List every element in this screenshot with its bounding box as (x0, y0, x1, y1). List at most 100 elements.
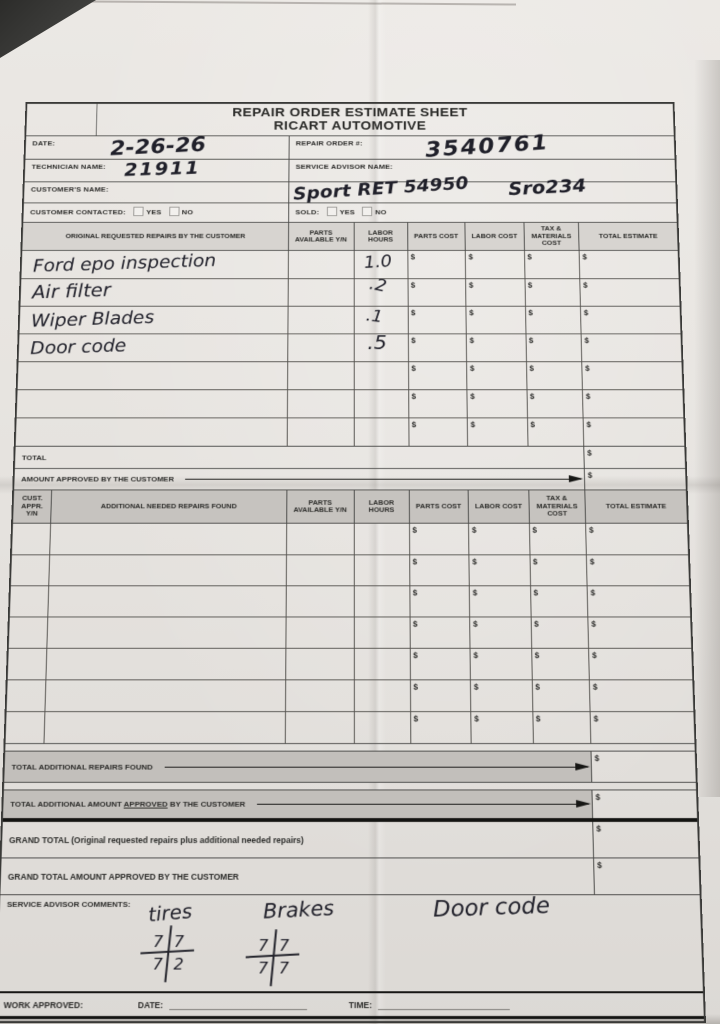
labor-cost-cell: $ (467, 523, 530, 555)
dollar-sign: $ (411, 308, 416, 317)
dollar-sign: $ (527, 252, 532, 262)
dollar-sign: $ (527, 280, 533, 290)
original-repairs-rows: Ford epo inspection 1.0 $ $ $ $ Air filter .2 $ $… (15, 249, 685, 446)
repair-order-field: REPAIR ORDER #: 3540761 (288, 130, 675, 162)
tax-cost-cell: $ (524, 306, 581, 334)
total-estimate-cell: $ (578, 250, 679, 279)
dollar-sign: $ (591, 619, 597, 629)
labor-hours-cell (353, 586, 410, 617)
total-estimate-cell: $ (580, 306, 681, 334)
labor-hours-cell: 1.0 (353, 250, 408, 279)
column-header-parts-available: PARTS AVAILABLE Y/N (287, 222, 354, 251)
field-row-date: DATE: 2-26-26 REPAIR ORDER #: 3540761 (25, 130, 675, 162)
dollar-sign: $ (473, 682, 479, 692)
labor-cost-cell: $ (466, 418, 528, 446)
total-additional-approved-row: TOTAL ADDITIONAL AMOUNT APPROVED BY THE … (2, 789, 698, 819)
dollar-sign: $ (469, 363, 475, 373)
dollar-sign: $ (413, 650, 418, 660)
table-row: $ $ $ $ (8, 616, 692, 648)
labor-cost-cell: $ (468, 555, 530, 586)
total-estimate-cell: $ (579, 279, 680, 306)
parts-cost-cell: $ (409, 617, 470, 648)
dollar-sign: $ (584, 336, 590, 345)
yes-label: YES (146, 208, 162, 217)
dollar-sign: $ (592, 682, 598, 692)
table-row: $ $ $ $ (16, 389, 684, 418)
amount-approved-amount-cell: $ (583, 468, 686, 490)
dollar-sign: $ (532, 525, 538, 535)
total-estimate-cell: $ (587, 617, 692, 648)
dollar-sign: $ (472, 588, 478, 598)
parts-available-cell (285, 617, 354, 648)
date-label: DATE: (32, 139, 56, 148)
repair-found-cell (47, 586, 286, 617)
total-estimate-cell: $ (581, 362, 683, 390)
repair-cell: Air filter (20, 279, 287, 306)
column-header-repairs-found: ADDITIONAL NEEDED REPAIRS FOUND (50, 490, 287, 523)
table-row: $ $ $ $ (7, 647, 693, 680)
labor-cost-cell: $ (469, 680, 532, 712)
right-edge-shadow (694, 60, 720, 798)
cust-appr-cell (12, 524, 50, 555)
total-additional-repairs-label: TOTAL ADDITIONAL REPAIRS FOUND (11, 762, 153, 771)
labor-cost-cell: $ (468, 586, 531, 617)
table-row: $ $ $ $ (12, 523, 688, 555)
dollar-sign: $ (590, 588, 596, 598)
column-header-total-estimate: TOTAL ESTIMATE (584, 490, 687, 523)
repair-found-cell (46, 617, 286, 648)
repair-found-cell (45, 648, 286, 680)
cust-appr-cell (7, 680, 46, 711)
dollar-sign: $ (470, 391, 475, 401)
table-row: Air filter .2 $ $ $ $ (20, 274, 680, 306)
parts-cost-cell: $ (407, 390, 467, 418)
total-additional-approved-amount-cell: $ (591, 790, 698, 819)
yes-label: YES (339, 208, 355, 217)
parts-available-cell (286, 418, 354, 446)
dollar-sign: $ (473, 650, 478, 660)
sold-label: SOLD: (295, 208, 320, 217)
total-estimate-cell: $ (582, 390, 684, 418)
grand-total-approved-label: GRAND TOTAL AMOUNT APPROVED BY THE CUSTO… (7, 871, 239, 882)
total-estimate-cell: $ (588, 680, 694, 712)
amount-approved-row: AMOUNT APPROVED BY THE CUSTOMER $ (14, 468, 686, 490)
total-additional-repairs-row: TOTAL ADDITIONAL REPAIRS FOUND $ (4, 750, 696, 782)
dollar-sign: $ (411, 363, 416, 373)
dollar-sign: $ (410, 280, 416, 290)
table-row: $ $ $ $ (15, 417, 685, 446)
handwritten-repair: Ford epo inspection (32, 249, 217, 277)
total-estimate-cell: $ (588, 648, 693, 680)
column-header-parts-cost: PARTS COST (406, 222, 465, 251)
dollar-sign: $ (533, 588, 539, 598)
parts-cost-cell: $ (408, 555, 469, 586)
handwritten-brakes-note: Brakes (262, 896, 335, 924)
spacer (5, 743, 695, 751)
service-advisor-label: SERVICE ADVISOR NAME: (295, 162, 393, 171)
labor-cost-cell: $ (466, 390, 527, 418)
repair-found-cell (43, 712, 285, 744)
parts-available-cell (285, 586, 354, 617)
sold-no-checkbox (362, 206, 373, 217)
handwritten-repair-order-number: 3540761 (423, 129, 551, 162)
parts-cost-cell: $ (406, 250, 465, 279)
footer-date-label: DATE: (137, 999, 164, 1010)
column-header-labor-hours: LABOR HOURS (353, 222, 407, 251)
labor-hours-cell: .2 (353, 274, 408, 306)
parts-cost-cell: $ (407, 306, 466, 334)
tax-cost-cell: $ (528, 523, 586, 555)
parts-cost-cell: $ (407, 418, 467, 446)
parts-available-cell (287, 250, 354, 279)
dollar-sign: $ (535, 713, 541, 724)
tread-value: 7 (152, 932, 164, 951)
dollar-sign: $ (468, 252, 473, 262)
column-header-parts-cost: PARTS COST (408, 490, 468, 523)
labor-hours-cell: .1 (353, 306, 408, 334)
handwritten-door-code-note: Door code (432, 893, 551, 923)
customer-contacted-yes-checkbox (133, 206, 144, 217)
total-label: TOTAL (21, 453, 47, 462)
dollar-sign: $ (583, 308, 589, 317)
repair-order-form: REPAIR ORDER ESTIMATE SHEET RICART AUTOM… (0, 102, 706, 1023)
labor-cost-cell: $ (465, 362, 527, 390)
dollar-sign: $ (585, 391, 591, 401)
parts-available-cell (285, 555, 354, 586)
repair-cell: Wiper Blades (20, 306, 288, 334)
